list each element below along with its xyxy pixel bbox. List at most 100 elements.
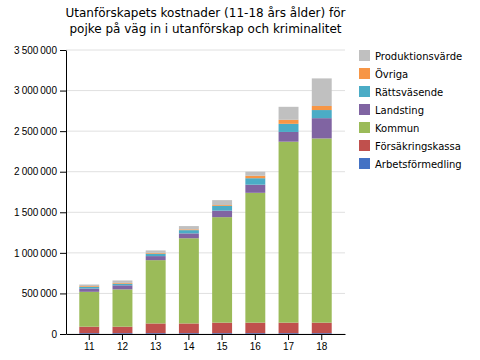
- bar: [113, 327, 133, 333]
- tick-label: 2 500 000: [14, 126, 57, 137]
- grid-line: [66, 212, 345, 213]
- tick-mark: [89, 334, 90, 340]
- bar: [312, 106, 332, 110]
- legend-swatch: [359, 158, 370, 169]
- bar: [245, 323, 265, 334]
- tick-mark: [60, 334, 66, 335]
- series: [79, 118, 331, 292]
- bar: [212, 211, 232, 217]
- tick-mark: [60, 253, 66, 254]
- bar: [245, 172, 265, 176]
- legend-swatch: [359, 104, 370, 115]
- tick: 15: [217, 334, 229, 352]
- tick-label: 15: [217, 341, 229, 352]
- bar: [212, 323, 232, 334]
- grid-line: [66, 293, 345, 294]
- tick-mark: [60, 212, 66, 213]
- bar: [245, 193, 265, 323]
- tick: 12: [117, 334, 129, 352]
- bar: [179, 323, 199, 333]
- tick: 500 000: [22, 288, 66, 299]
- tick-label: 17: [283, 341, 295, 352]
- tick-label: 3 000 000: [14, 85, 57, 96]
- bar: [312, 118, 332, 138]
- bar: [312, 110, 332, 118]
- grid-line: [66, 252, 345, 253]
- bar: [179, 226, 199, 229]
- tick-label: 1 500 000: [14, 207, 57, 218]
- grid-line: [66, 90, 345, 91]
- bar: [79, 327, 99, 333]
- bar: [212, 217, 232, 322]
- tick-label: 500 000: [22, 288, 58, 299]
- tick-mark: [255, 334, 256, 340]
- bar: [79, 289, 99, 292]
- bar: [79, 285, 99, 287]
- tick-label: 13: [150, 341, 162, 352]
- bar: [245, 176, 265, 178]
- tick: 18: [316, 334, 328, 352]
- tick: 16: [250, 334, 262, 352]
- tick-mark: [155, 334, 156, 340]
- legend-swatch: [359, 68, 370, 79]
- tick-label: 18: [316, 341, 328, 352]
- tick-mark: [60, 91, 66, 92]
- x-axis: 1112131415161718: [67, 334, 346, 352]
- bar: [312, 78, 332, 106]
- title: Utanförskapets kostnader (11-18 års ålde…: [66, 6, 346, 20]
- tick: 13: [150, 334, 162, 352]
- tick-label: 2 000 000: [14, 166, 57, 177]
- axis-line: [67, 334, 346, 335]
- bar: [312, 323, 332, 334]
- legend-swatch: [359, 86, 370, 97]
- legend-label: Landsting: [375, 105, 424, 116]
- tick: 1 000 000: [14, 248, 66, 259]
- grid-line: [66, 50, 345, 51]
- tick-label: 12: [117, 341, 129, 352]
- bar: [279, 323, 299, 334]
- bar: [279, 107, 299, 120]
- tick-mark: [60, 293, 66, 294]
- grid-line: [66, 334, 345, 335]
- series: [79, 110, 331, 289]
- chart: Utanförskapets kostnader (11-18 års ålde…: [0, 0, 480, 360]
- bar: [279, 120, 299, 124]
- bar: [113, 284, 133, 286]
- bar: [312, 138, 332, 322]
- legend-item: Produktionsvärde: [359, 50, 462, 62]
- tick: 2 500 000: [14, 126, 66, 137]
- grid: [66, 50, 345, 334]
- bar: [146, 250, 166, 252]
- series: [79, 106, 331, 287]
- tick: 1 500 000: [14, 207, 66, 218]
- bar: [146, 323, 166, 333]
- tick-label: 14: [183, 341, 195, 352]
- bar: [212, 206, 232, 211]
- bar: [79, 292, 99, 327]
- bar: [179, 230, 199, 233]
- legend-label: Produktionsvärde: [375, 51, 462, 62]
- bar: [279, 124, 299, 132]
- tick-mark: [60, 131, 66, 132]
- bar: [212, 200, 232, 205]
- series: [79, 138, 331, 326]
- legend-label: Försäkringskassa: [375, 141, 461, 152]
- legend-item: Försäkringskassa: [359, 140, 461, 152]
- tick: 14: [183, 334, 195, 352]
- legend-item: Rättsväsende: [359, 86, 443, 98]
- bar: [279, 132, 299, 142]
- tick: 2 000 000: [14, 166, 66, 177]
- legend-swatch: [359, 50, 370, 61]
- tick-mark: [60, 50, 66, 51]
- bar: [146, 256, 166, 260]
- subtitle: pojke på väg in i utanförskap och krimin…: [69, 22, 341, 36]
- bar: [113, 285, 133, 289]
- tick: 17: [283, 334, 295, 352]
- tick-mark: [188, 334, 189, 340]
- legend-label: Övriga: [375, 68, 408, 80]
- series: [79, 78, 331, 286]
- legend-swatch: [359, 140, 370, 151]
- bar: [113, 289, 133, 326]
- tick-mark: [288, 334, 289, 340]
- bar: [279, 142, 299, 323]
